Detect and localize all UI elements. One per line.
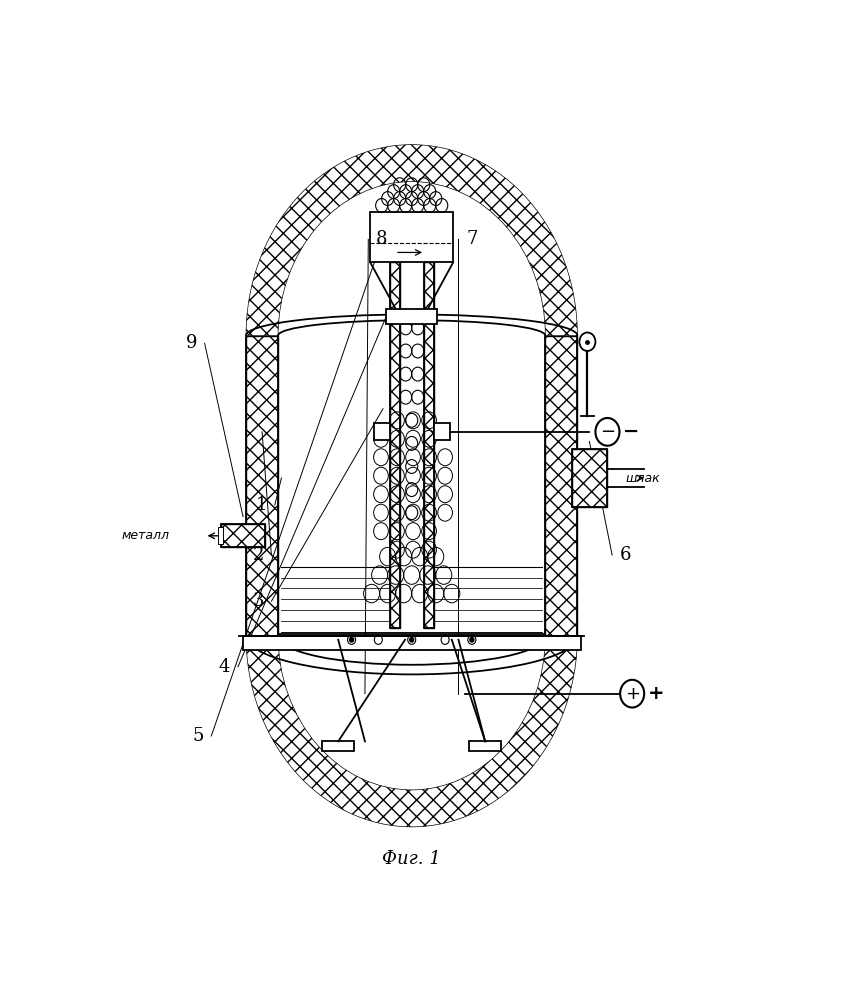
Bar xyxy=(364,636,458,649)
Wedge shape xyxy=(245,636,577,827)
Text: +: + xyxy=(624,685,639,703)
Bar xyxy=(424,262,433,628)
Circle shape xyxy=(409,637,413,642)
Text: 8: 8 xyxy=(375,230,387,248)
Bar xyxy=(389,262,400,628)
Bar xyxy=(572,449,606,507)
Bar xyxy=(373,423,389,440)
Bar xyxy=(424,262,433,628)
Bar xyxy=(400,262,424,628)
Bar xyxy=(389,262,400,628)
Wedge shape xyxy=(245,145,577,336)
Text: 2: 2 xyxy=(252,546,263,564)
Bar xyxy=(221,524,264,547)
Text: 3: 3 xyxy=(252,592,263,610)
Bar xyxy=(218,527,223,544)
Text: +: + xyxy=(647,684,663,703)
Text: 6: 6 xyxy=(619,546,630,564)
Bar xyxy=(572,449,606,507)
Bar xyxy=(468,741,500,751)
Bar xyxy=(245,336,278,636)
Bar xyxy=(322,741,354,751)
Circle shape xyxy=(469,637,474,642)
Bar xyxy=(433,423,449,440)
Text: −: − xyxy=(623,422,639,441)
Bar xyxy=(278,634,545,640)
Bar xyxy=(370,212,453,262)
Bar xyxy=(386,309,437,324)
Circle shape xyxy=(350,637,353,642)
Text: 9: 9 xyxy=(185,334,197,352)
Text: металл: металл xyxy=(121,529,169,542)
Bar xyxy=(545,336,577,636)
Text: Фиг. 1: Фиг. 1 xyxy=(382,850,441,868)
Text: 7: 7 xyxy=(466,230,477,248)
Text: шлак: шлак xyxy=(625,472,660,485)
Text: 5: 5 xyxy=(192,727,203,745)
Bar xyxy=(243,636,580,650)
Text: −: − xyxy=(599,423,614,441)
Bar xyxy=(221,524,264,547)
Text: 1: 1 xyxy=(256,496,267,514)
Text: 4: 4 xyxy=(219,658,230,676)
